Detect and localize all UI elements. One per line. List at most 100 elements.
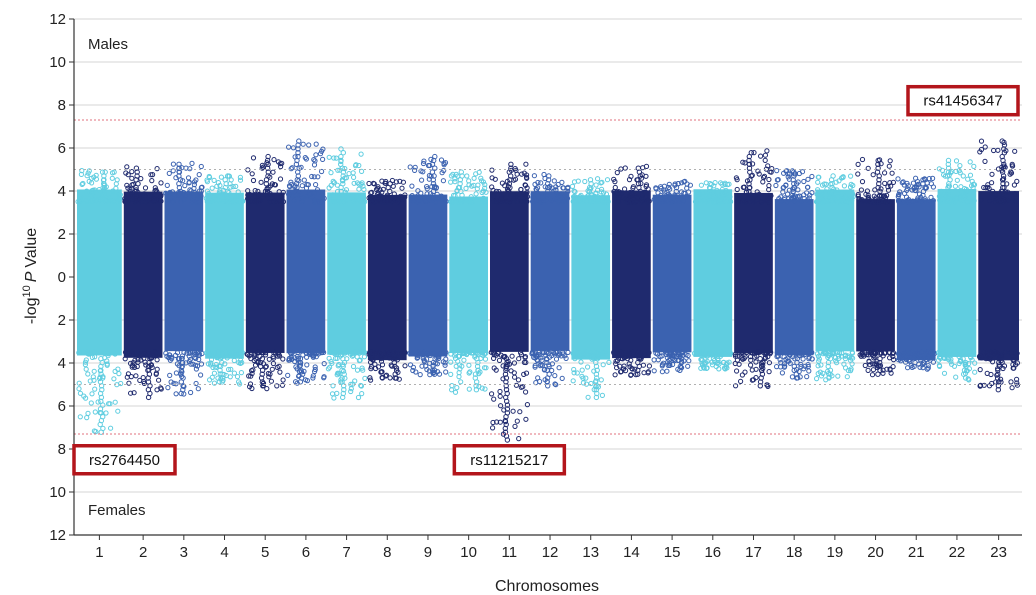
snp-point bbox=[888, 370, 894, 376]
snp-point bbox=[330, 178, 336, 184]
snp-point bbox=[570, 378, 576, 384]
x-tick-label: 13 bbox=[582, 544, 599, 561]
chromosome-17-points bbox=[732, 148, 775, 389]
snp-point bbox=[170, 161, 176, 167]
snp-point bbox=[410, 197, 416, 204]
snp-point bbox=[571, 193, 578, 199]
snp-point bbox=[107, 195, 113, 201]
snp-point bbox=[824, 186, 830, 192]
snp-point bbox=[430, 370, 436, 376]
snp-point bbox=[896, 191, 902, 197]
snp-annotations: rs41456347 rs2764450 rs11215217 bbox=[72, 84, 1020, 476]
snp-point bbox=[359, 168, 365, 174]
snp-point bbox=[91, 368, 97, 374]
snp-peak-point bbox=[593, 387, 599, 393]
snp-point bbox=[773, 182, 779, 189]
snp-peak-point bbox=[995, 387, 1001, 393]
snp-peak-point bbox=[503, 387, 510, 393]
snp-point bbox=[742, 369, 748, 375]
snp-point bbox=[986, 198, 993, 204]
snp-point bbox=[373, 186, 380, 193]
snp-point bbox=[335, 363, 341, 369]
snp-peak-point bbox=[145, 394, 152, 401]
snp-point bbox=[469, 350, 475, 356]
snp-point bbox=[402, 192, 408, 198]
snp-point bbox=[723, 364, 729, 370]
snp-point bbox=[832, 355, 839, 361]
snp-point bbox=[783, 182, 789, 189]
snp-point bbox=[819, 194, 825, 200]
snp-point bbox=[356, 350, 362, 356]
snp-point bbox=[897, 198, 903, 204]
snp-point bbox=[612, 179, 618, 185]
snp-peak-point bbox=[999, 153, 1005, 160]
snp-point bbox=[328, 182, 334, 188]
snp-point bbox=[355, 394, 362, 401]
snp-peak-point bbox=[432, 165, 438, 171]
snp-point bbox=[722, 181, 728, 188]
snp-point bbox=[158, 180, 164, 186]
snp-point bbox=[818, 362, 824, 368]
snp-dense-band bbox=[449, 196, 488, 354]
snp-point bbox=[869, 349, 875, 355]
snp-point bbox=[334, 390, 340, 396]
snp-point bbox=[263, 363, 269, 369]
snp-point bbox=[457, 353, 463, 359]
snp-point bbox=[186, 180, 192, 186]
snp-point bbox=[651, 196, 657, 203]
snp-point bbox=[604, 177, 611, 183]
snp-point bbox=[514, 198, 520, 204]
snp-point bbox=[439, 170, 445, 176]
snp-point bbox=[299, 183, 305, 189]
snp-peak-point bbox=[296, 138, 302, 144]
snp-point bbox=[209, 185, 215, 191]
snp-point bbox=[1012, 148, 1018, 154]
snp-point bbox=[823, 189, 829, 195]
snp-point bbox=[861, 353, 867, 359]
snp-point bbox=[845, 367, 852, 374]
snp-point bbox=[490, 350, 496, 356]
snp-point bbox=[331, 395, 337, 401]
snp-point bbox=[754, 189, 760, 195]
snp-point bbox=[612, 372, 618, 378]
snp-point bbox=[521, 371, 527, 377]
snp-peak-point bbox=[746, 161, 753, 168]
snp-point bbox=[371, 181, 377, 187]
snp-dense-band bbox=[734, 192, 773, 354]
snp-point bbox=[751, 199, 757, 205]
snp-point bbox=[278, 164, 284, 170]
snp-annotation-rs11215217: rs11215217 bbox=[452, 444, 567, 476]
snp-peak-point bbox=[391, 359, 397, 366]
snp-point bbox=[158, 192, 164, 199]
snp-peak-point bbox=[432, 153, 438, 160]
snp-point bbox=[344, 194, 350, 200]
snp-point bbox=[768, 349, 774, 355]
snp-point bbox=[571, 366, 577, 373]
snp-point bbox=[721, 350, 727, 356]
snp-point bbox=[90, 374, 96, 380]
snp-point bbox=[870, 367, 877, 373]
snp-point bbox=[122, 356, 128, 362]
snp-point bbox=[744, 197, 750, 203]
snp-point bbox=[92, 386, 98, 392]
snp-peak-point bbox=[296, 165, 302, 171]
snp-point bbox=[654, 351, 661, 357]
snp-point bbox=[409, 183, 415, 189]
snp-point bbox=[840, 174, 846, 180]
snp-peak-point bbox=[794, 359, 800, 366]
snp-point bbox=[978, 382, 984, 388]
snp-point bbox=[798, 364, 804, 370]
snp-point bbox=[971, 198, 977, 204]
snp-peak-point bbox=[176, 161, 182, 168]
snp-point bbox=[512, 374, 518, 380]
snp-peak-point bbox=[392, 375, 398, 381]
x-tick-label: 12 bbox=[542, 544, 559, 561]
snp-point bbox=[637, 355, 643, 361]
snp-point bbox=[290, 145, 296, 151]
snp-point bbox=[476, 371, 482, 377]
snp-point bbox=[173, 381, 179, 387]
snp-peak-point bbox=[757, 356, 763, 362]
snp-point bbox=[260, 350, 266, 356]
snp-point bbox=[939, 351, 945, 358]
snp-dense-band bbox=[896, 199, 936, 361]
